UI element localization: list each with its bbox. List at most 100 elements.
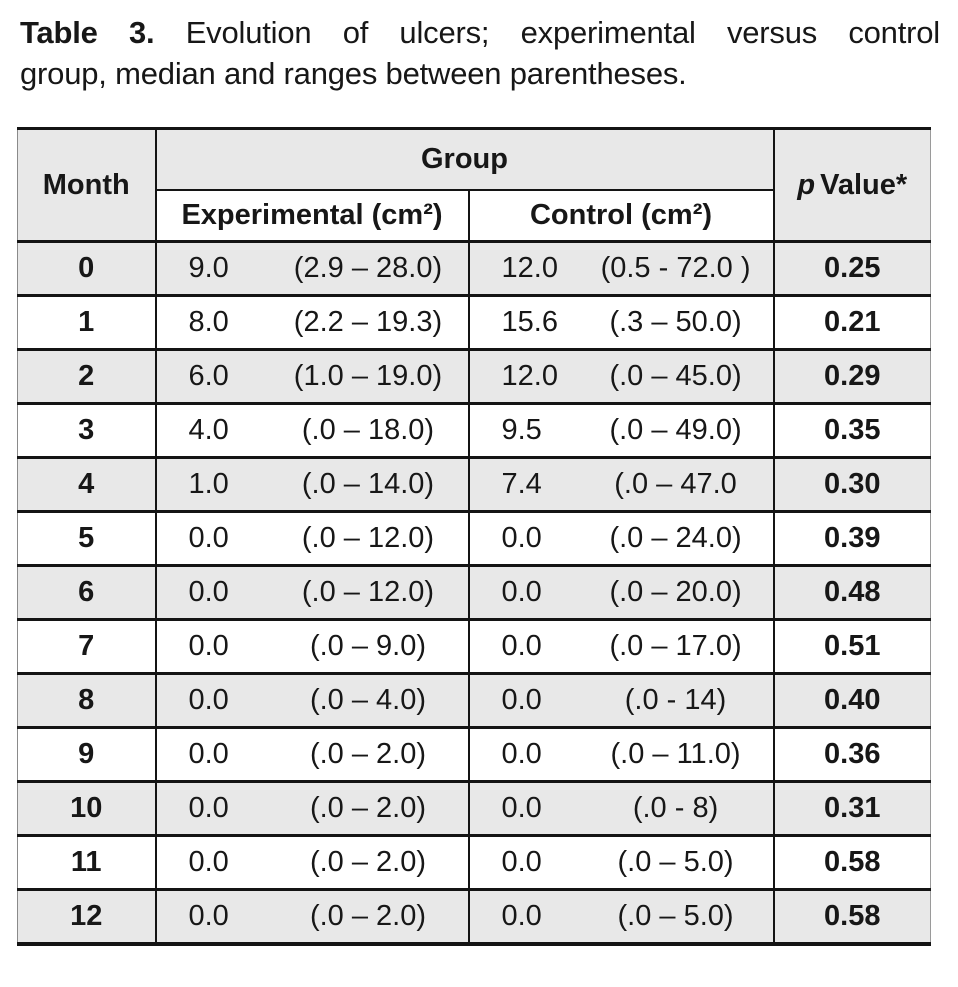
experimental-cell: 0.0 (.0 – 2.0) — [155, 780, 470, 836]
experimental-cell: 0.0 (.0 – 12.0) — [155, 510, 470, 566]
experimental-range: (.0 – 14.0) — [301, 468, 435, 501]
p-value-cell: 0.31 — [773, 780, 931, 836]
month-cell: 3 — [17, 402, 157, 458]
experimental-cell: 8.0 (2.2 – 19.3) — [155, 294, 470, 350]
month-cell: 12 — [17, 888, 157, 945]
control-cell: 0.0 (.0 – 5.0) — [468, 834, 775, 890]
table-row: 7 0.0 (.0 – 9.0) 0.0 (.0 – 17.0) 0.51 — [17, 618, 931, 674]
table-row: 10 0.0 (.0 – 2.0) 0.0 (.0 - 8) 0.31 — [17, 780, 931, 836]
month-cell: 2 — [17, 348, 157, 404]
experimental-median: 6.0 — [188, 360, 229, 393]
month-cell: 5 — [17, 510, 157, 566]
p-value-cell: 0.36 — [773, 726, 931, 782]
control-median: 0.0 — [501, 738, 542, 771]
experimental-cell: 1.0 (.0 – 14.0) — [155, 456, 470, 512]
control-cell: 15.6 (.3 – 50.0) — [468, 294, 775, 350]
experimental-median: 0.0 — [188, 630, 229, 663]
p-value-cell: 0.35 — [773, 402, 931, 458]
control-range: (.0 – 5.0) — [617, 900, 734, 933]
control-median: 15.6 — [501, 306, 558, 339]
table-row: 2 6.0 (1.0 – 19.0) 12.0 (.0 – 45.0) 0. — [17, 348, 931, 404]
control-median: 12.0 — [501, 252, 558, 285]
control-range: (.0 – 47.0 — [614, 468, 737, 501]
control-cell: 9.5 (.0 – 49.0) — [468, 402, 775, 458]
p-value-cell: 0.48 — [773, 564, 931, 620]
experimental-range: (1.0 – 19.0) — [293, 360, 443, 393]
month-cell: 0 — [17, 240, 157, 296]
table-caption: Table 3. Evolution of ulcers; experiment… — [20, 12, 940, 94]
p-value-cell: 0.58 — [773, 834, 931, 890]
month-cell: 8 — [17, 672, 157, 728]
p-value-cell: 0.25 — [773, 240, 931, 296]
control-median: 7.4 — [501, 468, 542, 501]
experimental-cell: 9.0 (2.9 – 28.0) — [155, 240, 470, 296]
experimental-median: 0.0 — [188, 900, 229, 933]
table-row: 11 0.0 (.0 – 2.0) 0.0 (.0 – 5.0) 0.58 — [17, 834, 931, 890]
control-cell: 0.0 (.0 – 17.0) — [468, 618, 775, 674]
experimental-cell: 0.0 (.0 – 9.0) — [155, 618, 470, 674]
experimental-range: (2.2 – 19.3) — [293, 306, 443, 339]
control-median: 0.0 — [501, 900, 542, 933]
experimental-median: 4.0 — [188, 414, 229, 447]
experimental-range: (.0 – 12.0) — [301, 576, 435, 609]
month-cell: 1 — [17, 294, 157, 350]
table-row: 0 9.0 (2.9 – 28.0) 12.0 (0.5 - 72.0 ) — [17, 240, 931, 296]
control-range: (.0 – 17.0) — [609, 630, 742, 663]
ulcer-evolution-table: Month Group p Value* Experimental (cm²) C… — [17, 127, 931, 947]
header-group: Group — [155, 128, 775, 191]
experimental-median: 0.0 — [188, 684, 229, 717]
month-cell: 9 — [17, 726, 157, 782]
experimental-cell: 6.0 (1.0 – 19.0) — [155, 348, 470, 404]
p-value-cell: 0.40 — [773, 672, 931, 728]
experimental-cell: 0.0 (.0 – 12.0) — [155, 564, 470, 620]
month-cell: 6 — [17, 564, 157, 620]
control-range: (.0 – 49.0) — [609, 414, 742, 447]
control-range: (.0 – 45.0) — [609, 360, 742, 393]
header-row-subgroups: Experimental (cm²) Control (cm²) — [18, 189, 931, 244]
control-median: 0.0 — [501, 684, 542, 717]
control-range: (.0 – 20.0) — [609, 576, 742, 609]
control-median: 0.0 — [501, 630, 542, 663]
table-body: 0 9.0 (2.9 – 28.0) 12.0 (0.5 - 72.0 ) — [17, 240, 931, 945]
control-cell: 0.0 (.0 - 14) — [468, 672, 775, 728]
table-row: 4 1.0 (.0 – 14.0) 7.4 (.0 – 47.0 0.30 — [17, 456, 931, 512]
experimental-median: 8.0 — [188, 306, 229, 339]
experimental-range: (2.9 – 28.0) — [293, 252, 443, 285]
experimental-range: (.0 – 2.0) — [309, 738, 426, 771]
control-cell: 0.0 (.0 – 11.0) — [468, 726, 775, 782]
table-row: 6 0.0 (.0 – 12.0) 0.0 (.0 – 20.0) 0.48 — [17, 564, 931, 620]
control-median: 0.0 — [501, 846, 542, 879]
experimental-median: 0.0 — [188, 846, 229, 879]
control-cell: 12.0 (0.5 - 72.0 ) — [468, 240, 775, 296]
caption-line-2: group, median and ranges between parenth… — [20, 56, 687, 92]
control-range: (.3 – 50.0) — [609, 306, 742, 339]
experimental-range: (.0 – 4.0) — [309, 684, 426, 717]
control-range: (.0 – 5.0) — [617, 846, 734, 879]
header-p-rest: Value* — [820, 168, 908, 201]
caption-text-line1: Evolution of ulcers; experimental versus… — [185, 15, 940, 50]
table-row: 5 0.0 (.0 – 12.0) 0.0 (.0 – 24.0) 0.39 — [17, 510, 931, 566]
control-median: 0.0 — [501, 522, 542, 555]
experimental-median: 1.0 — [188, 468, 229, 501]
header-experimental: Experimental (cm²) — [155, 189, 470, 244]
experimental-range: (.0 – 12.0) — [301, 522, 435, 555]
month-cell: 7 — [17, 618, 157, 674]
p-value-cell: 0.39 — [773, 510, 931, 566]
caption-table-number: Table 3. — [20, 15, 155, 50]
table-row: 8 0.0 (.0 – 4.0) 0.0 (.0 - 14) 0.40 — [17, 672, 931, 728]
experimental-cell: 4.0 (.0 – 18.0) — [155, 402, 470, 458]
header-p-italic: p — [797, 168, 816, 201]
header-control: Control (cm²) — [468, 189, 775, 244]
control-cell: 0.0 (.0 – 20.0) — [468, 564, 775, 620]
p-value-cell: 0.30 — [773, 456, 931, 512]
table-row: 12 0.0 (.0 – 2.0) 0.0 (.0 – 5.0) 0.58 — [17, 888, 931, 945]
header-p-value: p Value* — [773, 128, 931, 242]
control-range: (.0 - 8) — [632, 792, 719, 825]
table-row: 9 0.0 (.0 – 2.0) 0.0 (.0 – 11.0) 0.36 — [17, 726, 931, 782]
p-value-cell: 0.21 — [773, 294, 931, 350]
control-range: (.0 - 14) — [624, 684, 727, 717]
control-median: 0.0 — [501, 576, 542, 609]
experimental-median: 0.0 — [188, 738, 229, 771]
control-range: (.0 – 24.0) — [609, 522, 742, 555]
